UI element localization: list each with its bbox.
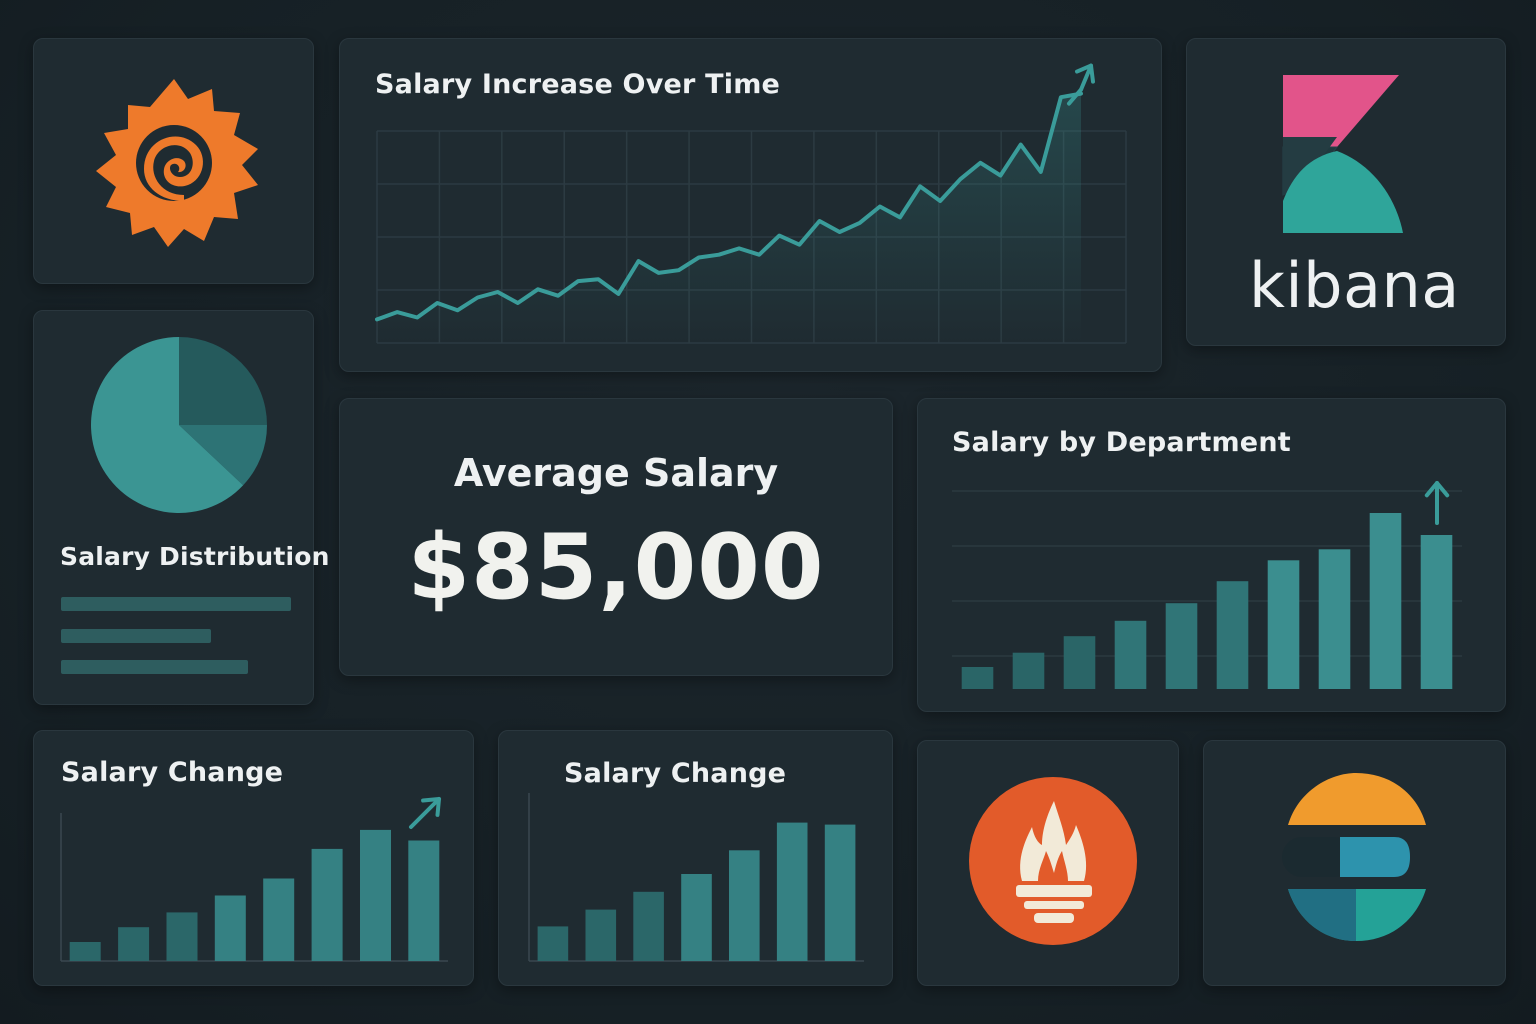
- trend-up-arrow-icon: [1424, 481, 1450, 525]
- bar: [263, 878, 295, 961]
- salary-distribution-pie: [91, 337, 267, 513]
- bar: [214, 895, 246, 961]
- kibana-wordmark: kibana: [1249, 249, 1460, 322]
- bar: [118, 927, 150, 961]
- bar: [961, 667, 994, 689]
- salary-change-panel-2[interactable]: Salary Change: [498, 730, 893, 986]
- salary-distribution-title: Salary Distribution: [60, 542, 330, 571]
- prometheus-logo-panel[interactable]: [917, 740, 1179, 986]
- bar: [1267, 560, 1300, 689]
- bar: [633, 891, 664, 961]
- salary-by-department-title: Salary by Department: [952, 427, 1291, 458]
- elastic-logo: [1282, 773, 1426, 941]
- prometheus-logo: [969, 777, 1137, 945]
- bar: [537, 926, 569, 961]
- bar: [360, 829, 391, 961]
- bar: [1114, 620, 1147, 689]
- average-salary-panel[interactable]: Average Salary $85,000: [339, 398, 893, 676]
- bar: [824, 824, 856, 961]
- bar: [681, 874, 712, 961]
- bar: [69, 942, 101, 961]
- bar: [408, 840, 440, 961]
- bar: [1216, 581, 1249, 689]
- trend-arrow-head: [1075, 63, 1095, 84]
- salary-change-panel-1[interactable]: Salary Change: [33, 730, 474, 986]
- salary-over-time-area: [377, 93, 1081, 343]
- average-salary-value: $85,000: [407, 515, 825, 620]
- elastic-logo-panel[interactable]: [1203, 740, 1506, 986]
- salary-over-time-line: [375, 91, 1083, 322]
- trend-up-arrow-icon: [1067, 63, 1095, 106]
- grafana-logo: [96, 79, 258, 247]
- bar: [1012, 652, 1045, 689]
- salary-by-department-chart: [952, 481, 1462, 689]
- bar: [1420, 535, 1453, 689]
- trend-arrow-shaft: [1079, 63, 1093, 92]
- distribution-legend-bar: [61, 629, 211, 643]
- salary-by-department-panel[interactable]: Salary by Department: [917, 398, 1506, 712]
- bar: [1063, 636, 1096, 689]
- bar: [776, 822, 808, 961]
- distribution-legend-bar: [61, 597, 291, 611]
- salary-change-title-1: Salary Change: [61, 757, 284, 788]
- kibana-logo: [1282, 75, 1403, 233]
- bar: [1165, 603, 1198, 689]
- salary-distribution-panel[interactable]: Salary Distribution: [33, 310, 329, 705]
- trend-arrow-shaft: [1067, 87, 1083, 106]
- distribution-legend-bar: [61, 660, 248, 674]
- bar: [585, 909, 617, 961]
- kibana-logo-panel[interactable]: kibana: [1186, 38, 1506, 346]
- bar: [1318, 549, 1351, 689]
- grafana-logo-panel[interactable]: [33, 38, 314, 284]
- average-salary-label: Average Salary: [453, 451, 779, 495]
- salary-over-time-chart: [375, 63, 1127, 344]
- salary-change-title-2: Salary Change: [564, 758, 787, 789]
- salary-change-chart-1: [60, 797, 448, 962]
- pie-slice: [179, 425, 267, 486]
- trend-up-arrow-icon: [409, 797, 441, 829]
- bar: [166, 912, 198, 961]
- bar: [729, 850, 760, 961]
- salary-over-time-title: Salary Increase Over Time: [375, 69, 781, 100]
- bar: [311, 848, 343, 961]
- bar: [1369, 513, 1402, 689]
- salary-change-chart-2: [528, 793, 864, 962]
- salary-over-time-panel[interactable]: Salary Increase Over Time: [339, 38, 1162, 372]
- pie-slice: [179, 337, 267, 425]
- pie-slice: [91, 337, 244, 513]
